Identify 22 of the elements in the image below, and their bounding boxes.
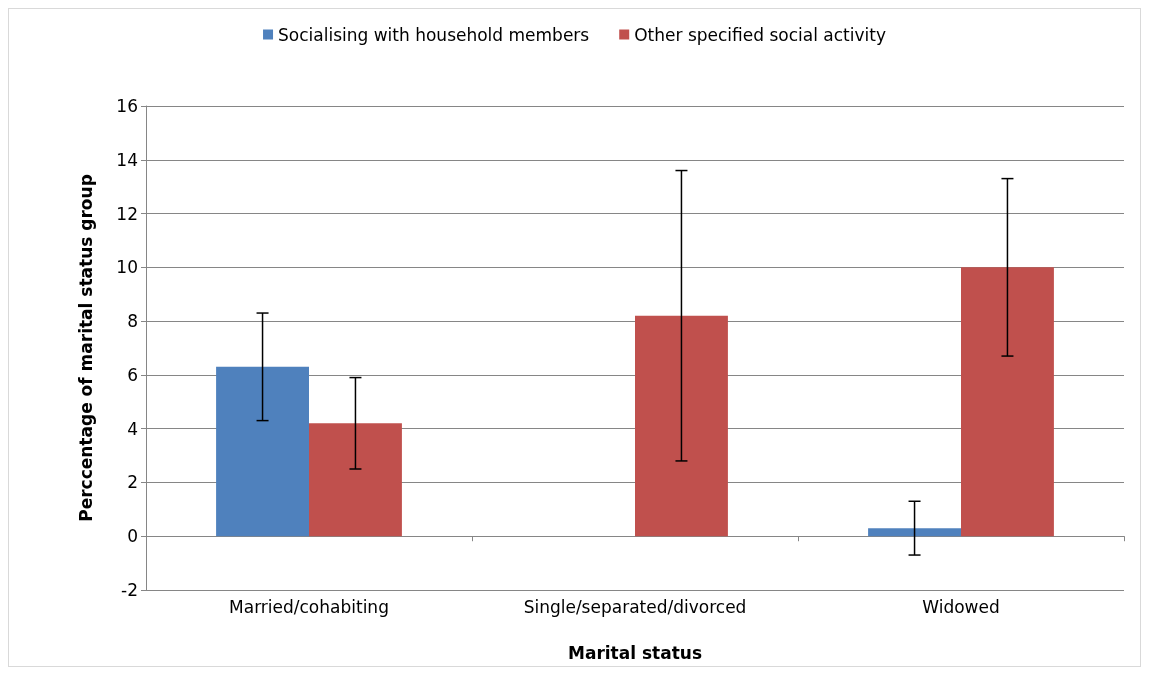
legend-label: Other specified social activity — [634, 24, 886, 45]
x-tick-label: Married/cohabiting — [229, 596, 389, 617]
y-axis-title: Perccentage of marital status group — [75, 174, 96, 522]
y-tick-label: 8 — [127, 311, 138, 332]
y-tick-label: 16 — [116, 96, 138, 116]
x-tick-label: Single/separated/divorced — [523, 596, 747, 617]
bar — [309, 423, 402, 537]
bar — [635, 315, 728, 537]
y-tick-label: 0 — [127, 526, 138, 547]
y-tick-label: 6 — [127, 364, 138, 385]
y-tick-label: 4 — [127, 418, 138, 439]
y-tick-label: 14 — [116, 149, 138, 170]
x-axis-title: Marital status — [567, 642, 703, 663]
bar — [961, 267, 1054, 537]
y-tick-label: 10 — [116, 257, 138, 278]
y-tick-label: 2 — [127, 472, 138, 493]
bar — [216, 366, 309, 537]
legend-label: Socialising with household members — [278, 24, 590, 45]
y-tick-label: 12 — [116, 203, 138, 224]
x-tick-label: Widowed — [922, 596, 1000, 617]
bar — [868, 528, 961, 537]
y-tick-label: -2 — [121, 580, 138, 600]
